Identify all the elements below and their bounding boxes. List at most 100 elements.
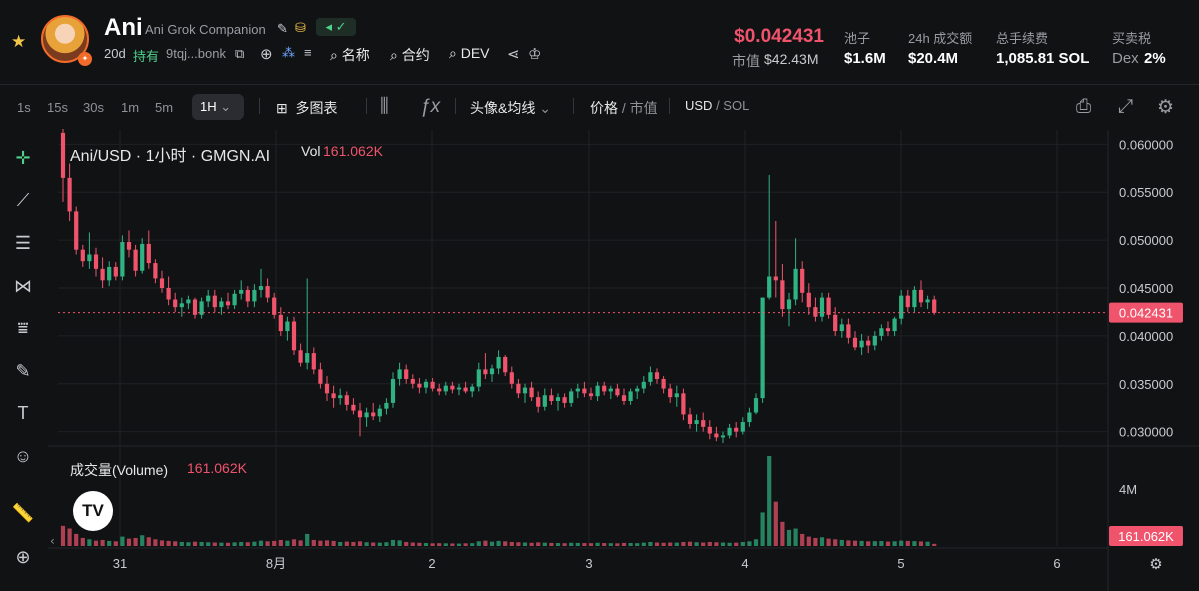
candle-body xyxy=(885,328,891,332)
fib-retracement-icon[interactable]: ⩸ xyxy=(17,318,29,338)
volume-bar xyxy=(371,542,376,546)
list-icon[interactable]: ≡ xyxy=(304,45,312,60)
time-tick-label: 5 xyxy=(897,556,904,571)
zoom-in-icon[interactable]: ⊕ xyxy=(15,547,31,567)
search-dev-label: DEV xyxy=(460,45,490,61)
camera-icon[interactable]: ⎙ xyxy=(1076,96,1092,117)
edit-icon[interactable]: ✎ xyxy=(277,21,288,36)
candle-body xyxy=(859,340,864,348)
currency-toggle[interactable]: USD / SOL xyxy=(685,98,750,113)
text-icon[interactable]: T xyxy=(17,403,29,423)
timeframe-select-button[interactable]: 1H ⌄ xyxy=(192,94,244,120)
website-icon[interactable]: ⊕ xyxy=(260,46,273,63)
candle-style-icon[interactable]: ⫼ xyxy=(380,96,389,117)
candle-body xyxy=(542,395,547,407)
bubblemap-icon[interactable]: ⁂ xyxy=(282,45,295,60)
timeframe-1m[interactable]: 1m xyxy=(121,100,140,115)
volume-bar xyxy=(767,456,772,546)
brush-icon[interactable]: ✎ xyxy=(15,361,31,381)
ruler-icon[interactable]: 📏 xyxy=(11,503,35,523)
volume-bar xyxy=(463,543,468,546)
search-contract-link[interactable]: ⌕ 合约 xyxy=(390,47,430,63)
token-age: 20d xyxy=(104,46,126,61)
tax-label: 买卖税 xyxy=(1112,31,1152,46)
candle-body xyxy=(107,266,112,281)
candle-body xyxy=(258,286,264,290)
candle-body xyxy=(364,412,369,418)
candle-body xyxy=(285,321,290,332)
multi-chart-button[interactable]: ⊞ 多图表 xyxy=(276,98,338,118)
volume-bar xyxy=(826,538,831,546)
time-tick-label: 8月 xyxy=(266,556,286,571)
candle-body xyxy=(265,286,270,298)
search-dev-link[interactable]: ⌕ DEV xyxy=(449,45,490,61)
drawing-toolbar: ✛ ⟋ ☰ ⋈ ⩸ ✎ T ☺ 📏 ⊕ xyxy=(0,130,48,591)
avatars-ma-dropdown[interactable]: 头像&均线 ⌄ xyxy=(470,98,551,118)
settings-icon[interactable]: ⚙ xyxy=(1157,97,1175,118)
toolbar-divider xyxy=(455,98,456,114)
candle-body xyxy=(476,369,481,387)
current-price-tag-label: 0.042431 xyxy=(1119,306,1173,321)
pattern-icon[interactable]: ⋈ xyxy=(14,276,32,296)
crown-icon[interactable]: ♔ xyxy=(528,46,542,63)
favorite-star-icon[interactable]: ★ xyxy=(11,32,27,51)
candle-body xyxy=(219,301,224,308)
volume-bar xyxy=(648,541,653,546)
candle-body xyxy=(872,335,877,346)
share-icon[interactable]: ⋖ xyxy=(507,46,520,63)
emoji-icon[interactable]: ☺ xyxy=(13,446,33,466)
volume-bar xyxy=(813,537,818,546)
candle-body xyxy=(615,388,620,396)
volume-bar xyxy=(476,541,481,546)
tradingview-logo[interactable]: TV xyxy=(73,491,113,531)
tax-dex-label: Dex xyxy=(1112,50,1139,67)
social-links-icon[interactable]: ◂ ✓ xyxy=(316,18,356,36)
volume-bar xyxy=(760,512,765,546)
search-name-link[interactable]: ⌕ 名称 xyxy=(330,47,370,63)
price-mcap-toggle[interactable]: 价格 / 市值 xyxy=(590,100,658,116)
volume-bar xyxy=(714,542,719,546)
volume-bar xyxy=(384,542,389,546)
volume-bar xyxy=(753,539,759,546)
timeframe-30s[interactable]: 30s xyxy=(83,100,104,115)
volume-bar xyxy=(351,541,356,546)
volume-bar xyxy=(265,541,270,546)
timeframe-1s[interactable]: 1s xyxy=(17,100,31,115)
holdings-label[interactable]: 持有 xyxy=(133,49,160,64)
volume-bar xyxy=(146,537,151,546)
volume-bar xyxy=(536,542,541,546)
total-fees-value: 1,085.81 SOL xyxy=(996,50,1090,67)
fullscreen-icon[interactable]: ⤢ xyxy=(1118,96,1134,117)
volume-bar xyxy=(701,542,706,546)
candle-body xyxy=(707,426,712,434)
candle-body xyxy=(813,307,818,317)
timeframe-15s[interactable]: 15s xyxy=(47,100,68,115)
candle-body xyxy=(430,381,435,389)
volume-bar xyxy=(859,540,864,546)
volume-bar xyxy=(839,539,844,546)
crosshair-icon[interactable]: ✛ xyxy=(15,148,31,168)
candle-body xyxy=(483,369,488,375)
holders-icon[interactable]: ⛁ xyxy=(295,20,306,35)
volume-bar xyxy=(404,541,409,546)
indicators-icon[interactable]: ƒx xyxy=(420,96,441,117)
contract-address[interactable]: 9tqj...bonk xyxy=(166,46,226,61)
volume-bar xyxy=(278,539,283,546)
token-full-name: Ani Grok Companion xyxy=(145,22,266,37)
volume-bar xyxy=(344,541,349,546)
volume-bar xyxy=(628,543,633,546)
trendline-icon[interactable]: ⟋ xyxy=(16,190,30,210)
horizontal-lines-icon[interactable]: ☰ xyxy=(14,233,32,253)
candle-body xyxy=(470,386,475,392)
volume-bar xyxy=(456,543,462,546)
volume-bar xyxy=(555,543,561,546)
volume-bar xyxy=(720,542,726,546)
timeframe-5m[interactable]: 5m xyxy=(155,100,174,115)
volume-bar xyxy=(569,542,574,546)
candle-body xyxy=(516,383,521,394)
copy-icon[interactable]: ⧉ xyxy=(235,46,245,61)
candle-body xyxy=(324,383,330,394)
volume-bar xyxy=(338,541,343,546)
volume-bar xyxy=(410,542,415,546)
